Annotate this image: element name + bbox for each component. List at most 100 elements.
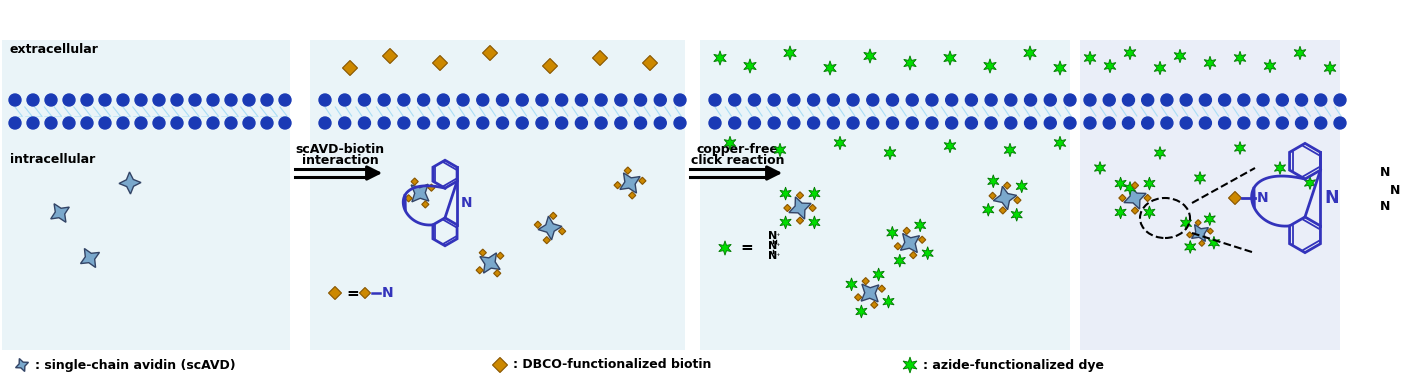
Circle shape — [556, 94, 567, 106]
Text: N: N — [768, 241, 778, 251]
Circle shape — [171, 94, 183, 106]
Circle shape — [828, 117, 839, 129]
Circle shape — [966, 117, 977, 129]
Polygon shape — [900, 234, 920, 253]
Circle shape — [946, 94, 957, 106]
Polygon shape — [559, 228, 566, 235]
Circle shape — [1044, 117, 1057, 129]
Circle shape — [398, 117, 410, 129]
Circle shape — [46, 117, 57, 129]
Polygon shape — [343, 61, 357, 76]
Circle shape — [1103, 117, 1115, 129]
Circle shape — [81, 117, 92, 129]
Circle shape — [926, 117, 939, 129]
Polygon shape — [988, 175, 998, 188]
Circle shape — [46, 94, 57, 106]
Polygon shape — [1209, 236, 1220, 249]
Text: N: N — [1325, 189, 1340, 207]
Polygon shape — [1199, 240, 1204, 246]
Polygon shape — [624, 167, 631, 174]
Polygon shape — [855, 294, 862, 301]
Circle shape — [135, 94, 146, 106]
Polygon shape — [496, 252, 503, 259]
Circle shape — [9, 94, 21, 106]
Circle shape — [378, 117, 390, 129]
Circle shape — [828, 94, 839, 106]
FancyBboxPatch shape — [700, 40, 1069, 350]
Polygon shape — [809, 204, 816, 211]
Text: N: N — [461, 196, 472, 210]
Circle shape — [1334, 117, 1347, 129]
Polygon shape — [1084, 51, 1096, 65]
Circle shape — [516, 94, 528, 106]
Circle shape — [536, 117, 547, 129]
Polygon shape — [1274, 161, 1285, 175]
Polygon shape — [620, 173, 640, 193]
Circle shape — [1084, 94, 1096, 106]
Polygon shape — [718, 241, 731, 255]
Polygon shape — [796, 192, 803, 199]
Polygon shape — [774, 143, 786, 157]
Text: =: = — [739, 241, 752, 256]
FancyBboxPatch shape — [310, 40, 685, 350]
Circle shape — [9, 117, 21, 129]
Polygon shape — [863, 49, 876, 63]
Polygon shape — [1054, 136, 1066, 150]
Circle shape — [788, 94, 801, 106]
Circle shape — [154, 117, 165, 129]
Circle shape — [63, 94, 75, 106]
Circle shape — [576, 94, 587, 106]
Polygon shape — [779, 216, 791, 229]
Circle shape — [710, 117, 721, 129]
Polygon shape — [1204, 56, 1216, 70]
Polygon shape — [862, 284, 879, 302]
Polygon shape — [479, 253, 501, 273]
Circle shape — [985, 94, 997, 106]
Circle shape — [1084, 117, 1096, 129]
Circle shape — [189, 117, 201, 129]
Polygon shape — [835, 136, 846, 150]
Polygon shape — [550, 212, 557, 220]
Polygon shape — [919, 236, 926, 243]
Polygon shape — [1204, 213, 1216, 225]
Circle shape — [1219, 117, 1230, 129]
Polygon shape — [994, 186, 1017, 210]
Polygon shape — [862, 277, 869, 285]
Circle shape — [1295, 117, 1308, 129]
Circle shape — [728, 94, 741, 106]
Circle shape — [135, 117, 146, 129]
Text: scAVD-biotin: scAVD-biotin — [296, 143, 384, 156]
Circle shape — [243, 117, 255, 129]
Circle shape — [1142, 117, 1153, 129]
Polygon shape — [360, 288, 371, 298]
Circle shape — [358, 117, 371, 129]
Circle shape — [438, 94, 449, 106]
Polygon shape — [1103, 59, 1116, 73]
Circle shape — [946, 117, 957, 129]
Text: copper-free: copper-free — [697, 143, 778, 156]
Circle shape — [1257, 117, 1268, 129]
Polygon shape — [492, 357, 508, 372]
Circle shape — [338, 117, 351, 129]
Circle shape — [536, 94, 547, 106]
Text: ⁺: ⁺ — [775, 232, 779, 241]
Polygon shape — [988, 192, 997, 199]
Polygon shape — [1155, 147, 1166, 159]
Polygon shape — [1125, 46, 1136, 60]
Circle shape — [1122, 117, 1135, 129]
Circle shape — [1199, 94, 1212, 106]
Polygon shape — [428, 184, 435, 191]
Circle shape — [279, 94, 292, 106]
Text: N: N — [768, 251, 778, 261]
Circle shape — [596, 94, 607, 106]
Polygon shape — [411, 184, 429, 202]
Polygon shape — [809, 216, 820, 229]
Circle shape — [906, 117, 919, 129]
Polygon shape — [887, 226, 897, 239]
Circle shape — [81, 94, 92, 106]
Polygon shape — [1185, 241, 1196, 253]
Polygon shape — [1132, 182, 1139, 189]
Circle shape — [1005, 94, 1017, 106]
Circle shape — [867, 117, 879, 129]
Polygon shape — [81, 249, 100, 267]
